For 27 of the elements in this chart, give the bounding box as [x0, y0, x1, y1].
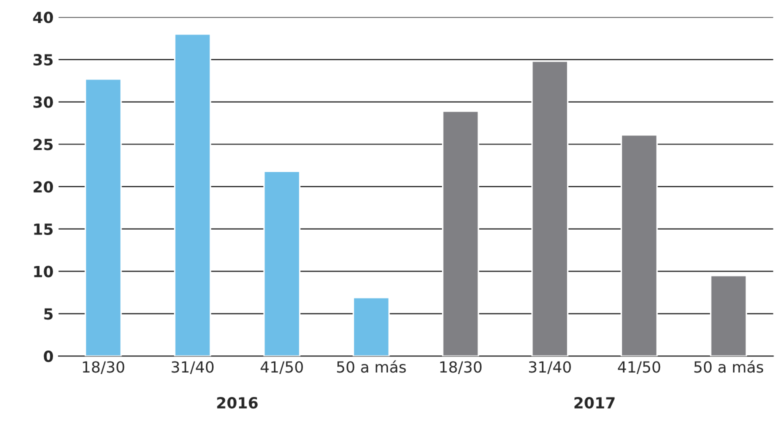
bar [442, 110, 480, 356]
y-tick-label: 5 [44, 308, 53, 320]
bar [352, 296, 390, 356]
x-tick-label: 31/40 [172, 361, 214, 374]
bar [174, 33, 212, 356]
x-tick-label: 50 a más [337, 360, 406, 373]
y-tick-label: 20 [34, 181, 53, 193]
bar [84, 78, 122, 356]
x-tick-label: 41/50 [618, 361, 660, 374]
x-tick-label: 31/40 [529, 361, 571, 374]
text: 2017 [574, 397, 615, 409]
y-tick-label: 35 [33, 54, 53, 66]
x-tick-label: 18/30 [440, 361, 482, 374]
y-tick-label: 40 [33, 12, 53, 24]
x-tick-label: 41/50 [260, 361, 303, 374]
x-tick-label: 50 a más [694, 360, 764, 373]
y-tick-label: 0 [44, 350, 53, 362]
y-tick-label: 25 [34, 138, 53, 150]
x-tick-label: 18/30 [82, 361, 124, 374]
y-tick-label: 30 [33, 96, 53, 108]
y-tick-label: 15 [34, 224, 53, 235]
y-tick-label: 10 [34, 266, 53, 278]
text: 2016 [217, 397, 258, 409]
bar [620, 134, 658, 356]
bar [710, 274, 748, 356]
bar [531, 60, 568, 356]
bar [263, 170, 300, 356]
